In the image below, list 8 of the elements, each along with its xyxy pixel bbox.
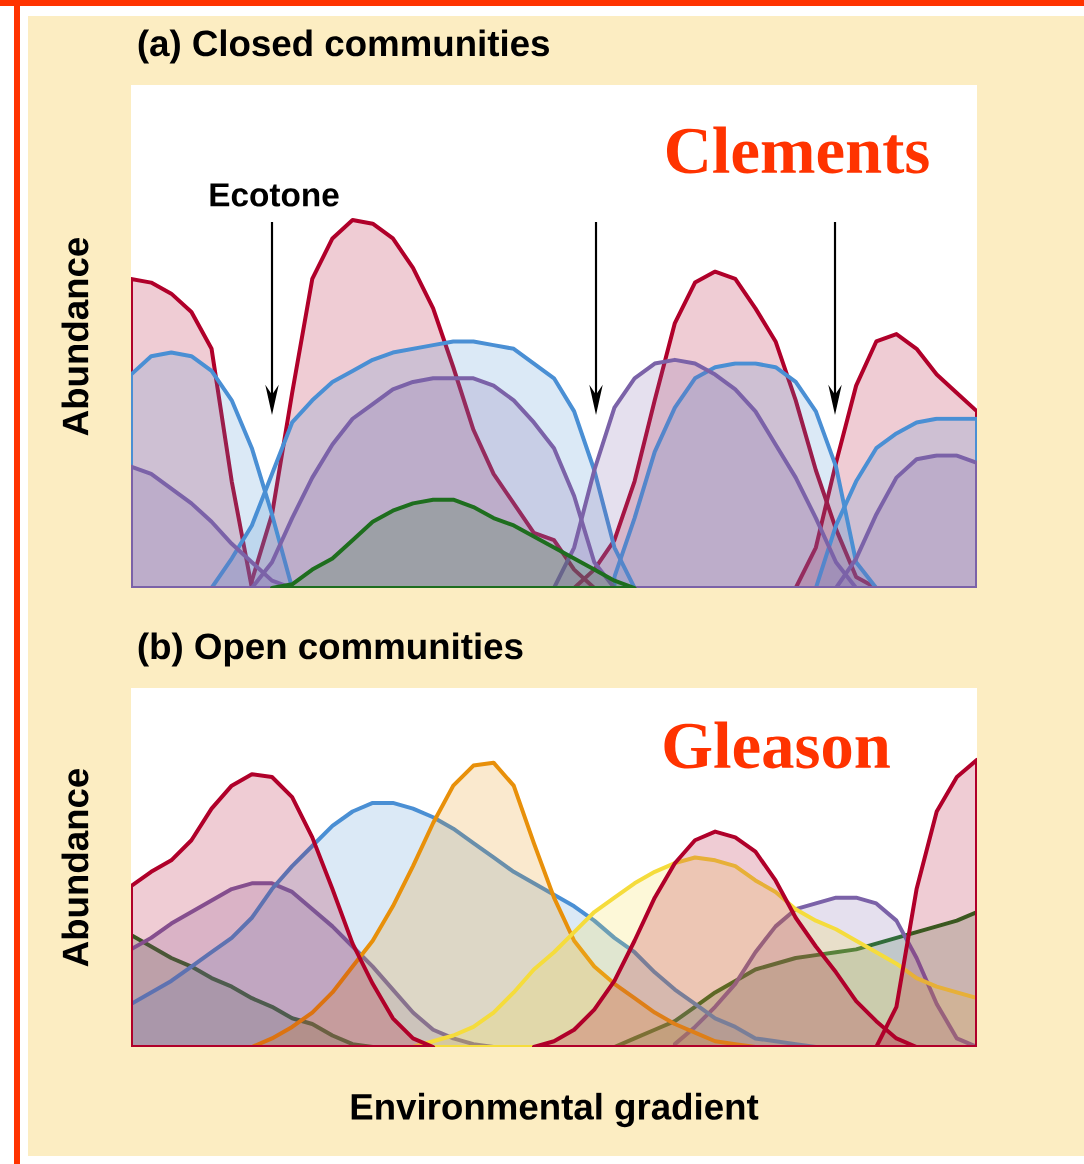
x-axis-title: Environmental gradient bbox=[351, 1092, 759, 1128]
y-axis-title: Abundance bbox=[61, 768, 89, 967]
text: Clements bbox=[666, 126, 929, 174]
text: Ecotone bbox=[210, 183, 339, 207]
chart-title: (b) Open communities bbox=[138, 632, 523, 667]
annotation: Gleason bbox=[664, 721, 890, 769]
chart-title: (a) Closed communities bbox=[138, 29, 549, 64]
y-axis-title: Abundance bbox=[61, 237, 89, 436]
